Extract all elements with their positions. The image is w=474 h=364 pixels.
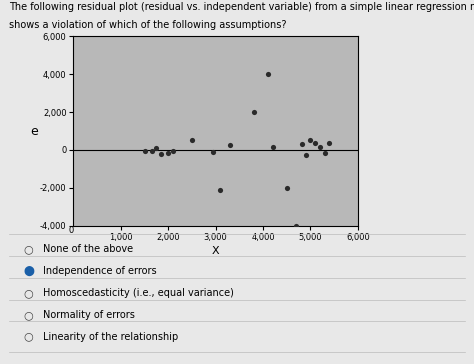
Text: Normality of errors: Normality of errors bbox=[43, 310, 135, 320]
Point bbox=[302, 152, 310, 158]
Point bbox=[283, 185, 291, 191]
Point bbox=[188, 136, 196, 142]
Point bbox=[311, 141, 319, 146]
Point bbox=[148, 149, 155, 154]
Text: None of the above: None of the above bbox=[43, 244, 133, 254]
Point bbox=[157, 151, 165, 157]
Point bbox=[153, 145, 160, 151]
Point bbox=[169, 149, 177, 154]
Text: ○: ○ bbox=[24, 332, 33, 342]
Point bbox=[141, 148, 148, 154]
Point bbox=[321, 150, 328, 156]
Text: Independence of errors: Independence of errors bbox=[43, 266, 156, 276]
X-axis label: X: X bbox=[212, 246, 219, 256]
Text: 0: 0 bbox=[68, 226, 73, 235]
Point bbox=[269, 144, 276, 150]
Point bbox=[316, 144, 324, 150]
Point bbox=[217, 187, 224, 193]
Y-axis label: e: e bbox=[30, 124, 38, 138]
Text: ○: ○ bbox=[24, 288, 33, 298]
Point bbox=[307, 136, 314, 142]
Text: shows a violation of which of the following assumptions?: shows a violation of which of the follow… bbox=[9, 20, 287, 30]
Text: ⬤: ⬤ bbox=[23, 266, 34, 276]
Text: The following residual plot (residual vs. independent variable) from a simple li: The following residual plot (residual vs… bbox=[9, 2, 474, 12]
Point bbox=[298, 141, 306, 147]
Point bbox=[164, 150, 172, 156]
Text: Homoscedasticity (i.e., equal variance): Homoscedasticity (i.e., equal variance) bbox=[43, 288, 234, 298]
Point bbox=[250, 109, 257, 115]
Point bbox=[210, 149, 217, 155]
Text: ○: ○ bbox=[24, 244, 33, 254]
Point bbox=[326, 141, 333, 146]
Point bbox=[292, 223, 300, 229]
Point bbox=[226, 142, 234, 148]
Point bbox=[264, 71, 272, 77]
Text: ○: ○ bbox=[24, 310, 33, 320]
Text: Linearity of the relationship: Linearity of the relationship bbox=[43, 332, 178, 342]
